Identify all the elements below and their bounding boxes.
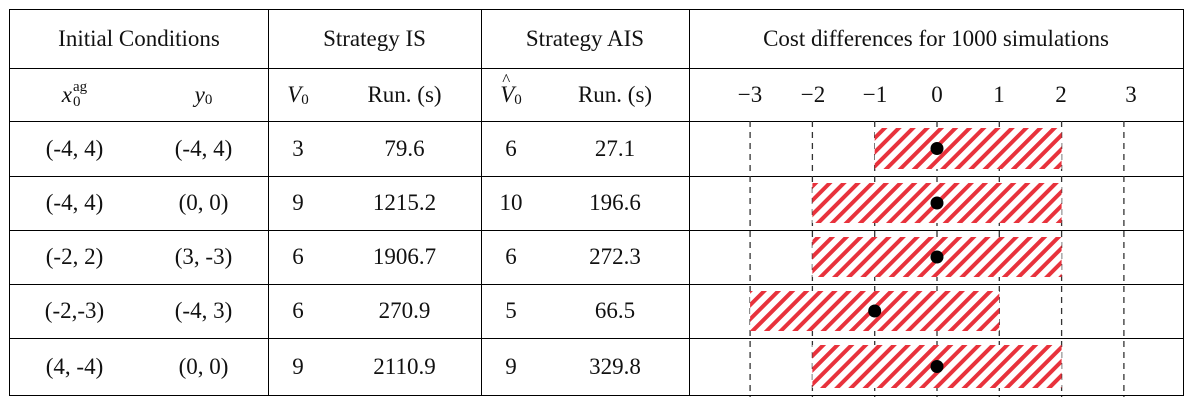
- median-marker: [930, 360, 944, 373]
- cell-v0: 3: [292, 135, 304, 161]
- cell-run-ais: 196.6: [589, 190, 641, 215]
- y-subscript: 0: [204, 92, 213, 108]
- cell-vhat0: 6: [505, 135, 517, 161]
- cell-vhat0: 10: [499, 190, 523, 215]
- x-superscript: ag: [73, 78, 88, 95]
- col-header-run-is: Run. (s): [367, 81, 442, 107]
- cell-run-ais: 27.1: [594, 135, 636, 161]
- axis-tick-label: −1: [862, 81, 888, 107]
- group-header-cost-differences: Cost differences for 1000 simulations: [763, 26, 1109, 51]
- v-symbol: V: [287, 81, 302, 107]
- col-header-run-ais: Run. (s): [577, 81, 653, 107]
- median-marker: [868, 304, 882, 318]
- results-table: Initial Conditions Strategy IS Strategy …: [9, 9, 1184, 397]
- cell-x0: (-4, 4): [45, 135, 104, 161]
- median-marker: [930, 196, 944, 210]
- cell-y0: (0, 0): [178, 353, 229, 379]
- group-divider-2: [481, 10, 482, 395]
- col-header-vhat0: V0: [481, 68, 541, 121]
- cell-vhat0: 5: [505, 298, 517, 323]
- marker-layer: [868, 142, 944, 373]
- cell-run-ais: 272.3: [589, 244, 641, 269]
- cell-vhat0: 6: [505, 244, 517, 269]
- vhat-subscript: 0: [514, 92, 522, 108]
- x-subscript: 0: [73, 93, 81, 110]
- median-marker: [930, 250, 944, 264]
- cell-y0: (3, -3): [174, 244, 233, 269]
- axis-tick-label: 3: [1125, 81, 1137, 107]
- axis-tick-label: −2: [800, 81, 826, 107]
- cell-run-ais: 329.8: [589, 353, 641, 379]
- cell-v0: 9: [292, 190, 304, 215]
- v-subscript: 0: [301, 92, 309, 108]
- group-divider-3: [689, 10, 690, 395]
- cell-v0: 6: [292, 244, 304, 269]
- median-marker: [930, 142, 944, 155]
- group-header-strategy-ais: Strategy AIS: [525, 26, 645, 51]
- cell-v0: 6: [292, 298, 304, 323]
- vhat-symbol: V: [500, 70, 514, 108]
- cell-run-is: 1215.2: [372, 190, 437, 215]
- cell-vhat0: 9: [505, 353, 517, 379]
- col-header-x0: x ag 0: [10, 68, 139, 121]
- header-rule-2: [10, 121, 1183, 122]
- cell-x0: (-4, 4): [45, 190, 104, 215]
- cell-y0: (-4, 4): [174, 135, 233, 161]
- cell-x0: (4, -4): [45, 353, 104, 379]
- axis-tick-label: 0: [931, 81, 943, 107]
- cell-run-is: 1906.7: [372, 244, 437, 269]
- cell-x0: (-2,-3): [44, 298, 105, 323]
- cell-run-is: 79.6: [384, 135, 425, 161]
- cell-y0: (0, 0): [178, 190, 229, 215]
- bar-layer: [750, 128, 1062, 388]
- cell-run-is: 2110.9: [373, 353, 436, 379]
- header-rule-1: [10, 68, 1183, 69]
- cost-difference-plot: [749, 121, 1125, 397]
- axis-tick-label: −3: [737, 81, 763, 107]
- cell-v0: 9: [292, 353, 304, 379]
- range-bar: [874, 128, 1062, 169]
- cell-run-ais: 66.5: [594, 298, 636, 323]
- row-rule-3: [10, 284, 1183, 285]
- x-symbol: x: [61, 81, 73, 107]
- group-header-initial-conditions: Initial Conditions: [58, 26, 220, 51]
- cell-x0: (-2, 2): [45, 244, 104, 269]
- y-symbol: y: [194, 81, 205, 107]
- group-divider-1: [268, 10, 269, 395]
- row-rule-2: [10, 230, 1183, 231]
- row-rule-4: [10, 338, 1183, 339]
- group-header-strategy-is: Strategy IS: [323, 26, 426, 51]
- axis-tick-label: 2: [1055, 81, 1067, 107]
- cell-run-is: 270.9: [378, 298, 431, 323]
- row-rule-1: [10, 176, 1183, 177]
- axis-tick-label: 1: [993, 81, 1005, 107]
- cell-y0: (-4, 3): [174, 298, 233, 323]
